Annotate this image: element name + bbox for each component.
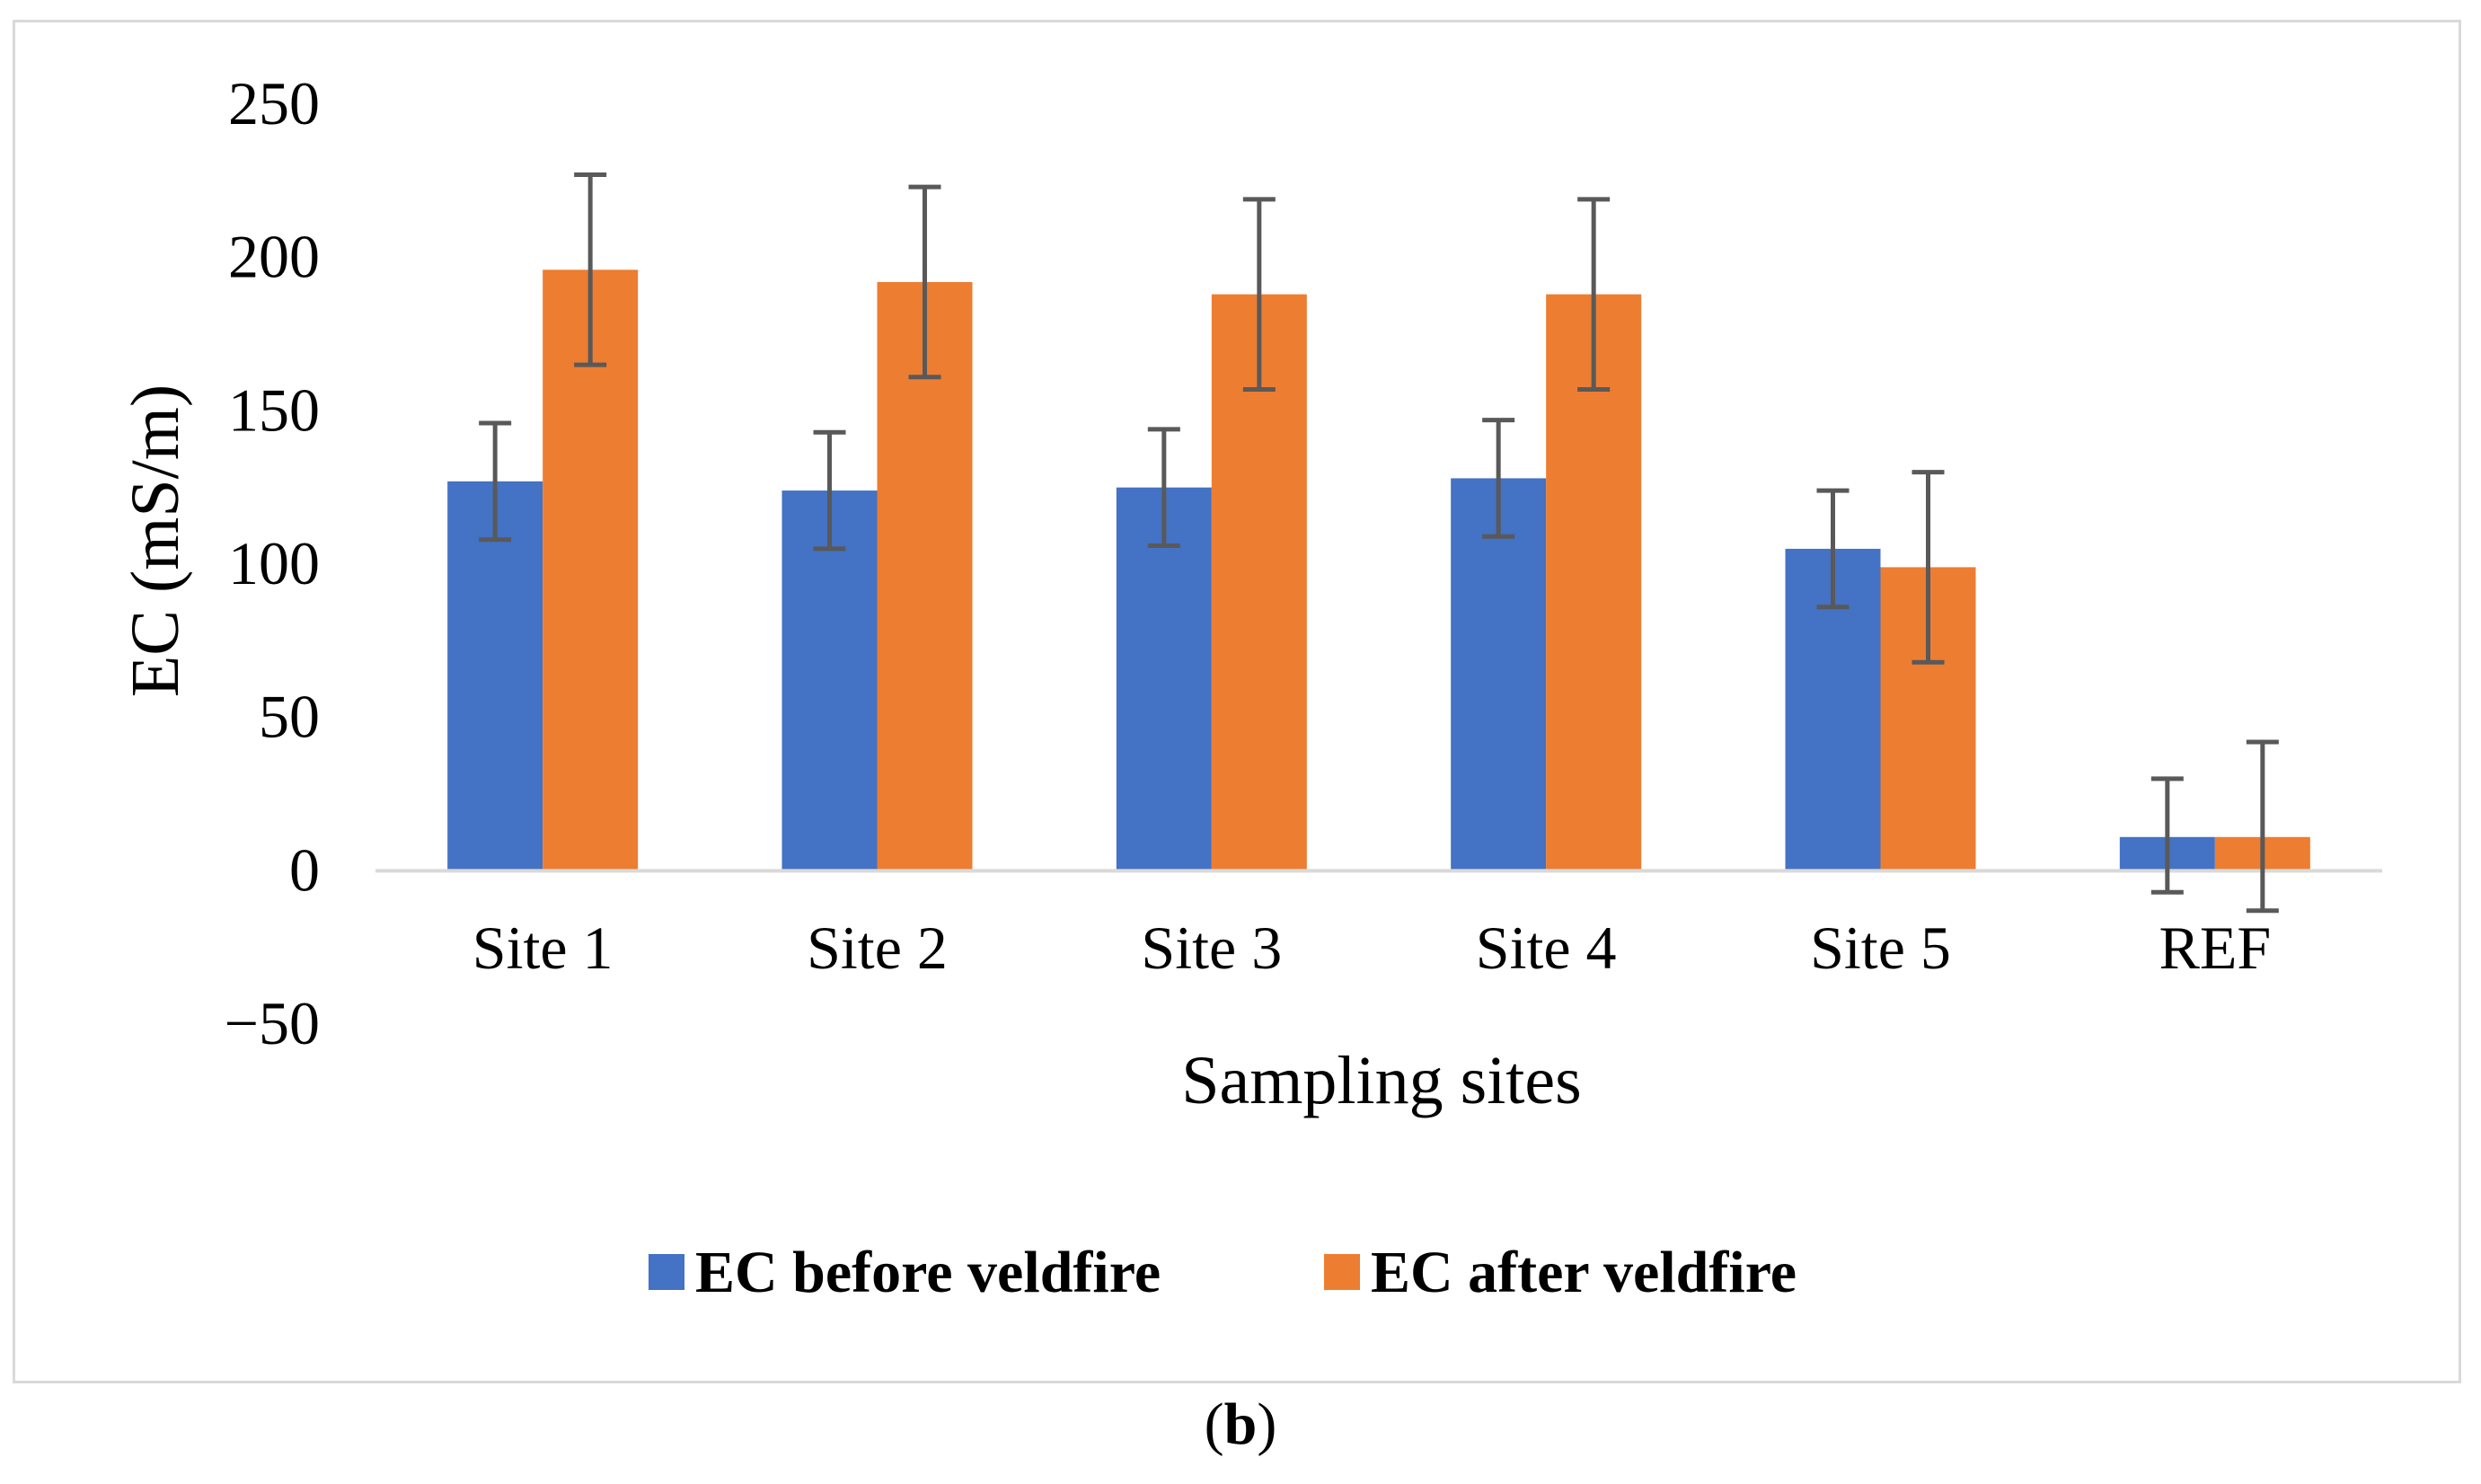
y-tick-label: 100 [228,529,320,597]
x-tick-label: Site 4 [1476,914,1617,982]
x-axis-tick-labels: Site 1 Site 2 Site 3 Site 4 Site 5 REF [472,914,2271,982]
bar-after-2 [877,281,973,871]
y-axis-title: EC (mS/m) [118,384,193,697]
x-axis-title: Sampling sites [1181,1043,1581,1118]
x-tick-label: Site 3 [1141,914,1282,982]
panel-label-close: ) [1257,1391,1277,1457]
chart-frame [13,20,2461,1383]
x-tick-label: Site 5 [1810,914,1951,982]
bar-before-1 [447,481,543,871]
legend-swatch-after [1324,1254,1360,1290]
panel-label-letter: b [1223,1391,1258,1457]
error-bars-group [479,172,2279,914]
y-axis-tick-labels: 250 200 150 100 50 0 −50 [225,69,320,1057]
bar-before-3 [1116,487,1212,871]
legend-label-after: EC after veldfire [1371,1240,1797,1305]
panel-label: (b) [0,1391,2481,1459]
x-tick-label: Site 1 [472,914,614,982]
y-tick-label: 0 [289,835,320,904]
y-tick-label: 50 [259,683,320,751]
legend-swatch-before [649,1254,684,1290]
panel-label-open: ( [1204,1391,1224,1457]
y-tick-label: 250 [228,69,320,137]
bar-after-1 [543,269,639,871]
bar-before-2 [781,490,878,871]
bar-before-4 [1451,478,1547,871]
x-tick-label: Site 2 [807,914,948,982]
legend-label-before: EC before veldfire [695,1240,1161,1305]
y-tick-label: 150 [228,375,320,444]
x-tick-label: REF [2159,914,2271,982]
y-tick-label: −50 [225,989,320,1057]
y-tick-label: 200 [228,223,320,291]
legend: EC before veldfire EC after veldfire [649,1240,1797,1305]
bars-group [447,269,2310,871]
